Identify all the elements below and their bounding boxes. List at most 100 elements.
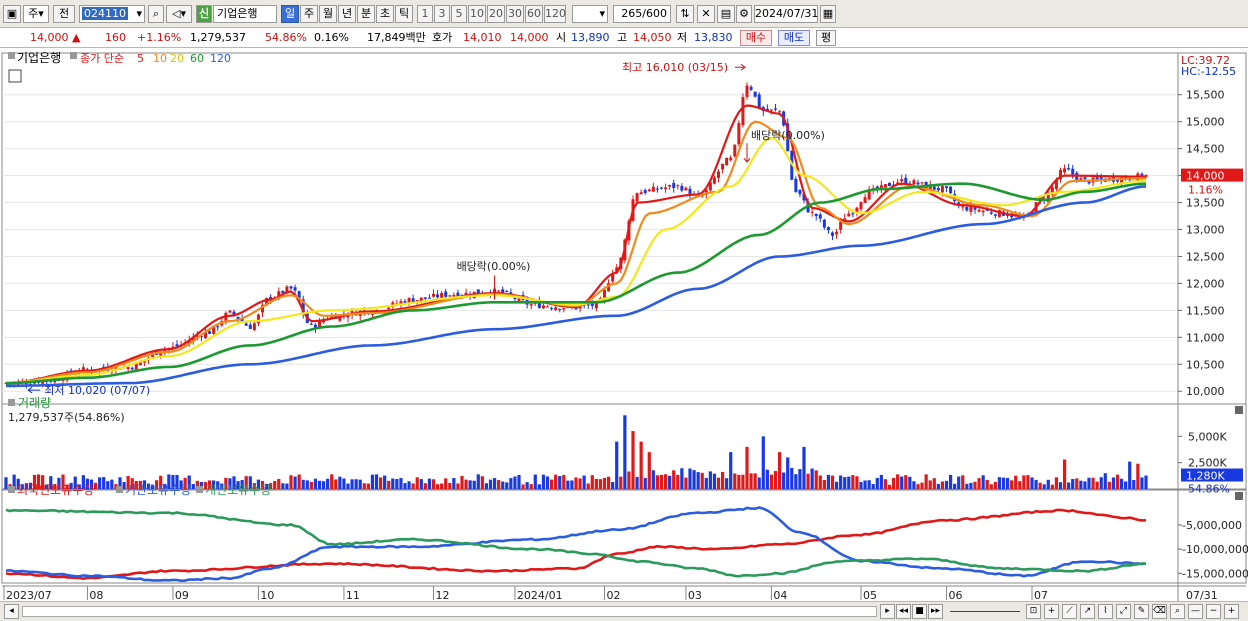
interval-tab[interactable]: 3 <box>434 5 450 23</box>
candle-body <box>896 182 900 184</box>
volume-bar <box>529 484 533 489</box>
volume-bar <box>1091 477 1095 489</box>
tool-fibo-icon[interactable]: ⌇ <box>1098 604 1113 619</box>
calendar-icon[interactable]: ▦ <box>820 5 836 23</box>
candle-body <box>277 291 281 297</box>
market-select[interactable]: 주▾ <box>23 5 49 23</box>
current-price-tag-label: 14,000 <box>1186 170 1225 183</box>
tool-text-icon[interactable]: ✎ <box>1134 604 1149 619</box>
volume-bar <box>480 476 484 489</box>
candle-body <box>664 187 668 190</box>
interval-tab[interactable]: 30 <box>506 5 524 23</box>
search-icon[interactable]: ⌕ <box>148 5 164 23</box>
gear-icon[interactable]: ⚙ <box>736 5 752 23</box>
volume-bar <box>509 478 513 489</box>
interval-tab[interactable]: 5 <box>451 5 467 23</box>
count-input[interactable]: 265/600 <box>613 5 671 23</box>
tool-line-icon[interactable]: ⟋ <box>1062 604 1077 619</box>
candle-body <box>232 311 236 315</box>
zoom-fit-icon[interactable]: ⊡ <box>1026 604 1041 619</box>
candle-body <box>607 283 611 292</box>
candle-body <box>672 182 676 188</box>
tool-trend-icon[interactable]: ↗ <box>1080 604 1095 619</box>
window-icon[interactable]: ▣ <box>3 5 21 23</box>
volume-bar <box>875 477 879 489</box>
volume-bar <box>655 475 660 489</box>
tool-erase-icon[interactable]: ⌫ <box>1152 604 1167 619</box>
high-label: 고 <box>617 31 628 44</box>
prev-button[interactable]: 전 <box>53 5 75 23</box>
candle-body <box>961 206 965 208</box>
interval-tab[interactable]: 20 <box>487 5 505 23</box>
rewind-icon[interactable]: ◂◂ <box>896 604 911 619</box>
y-tick-label: 12,500 <box>1186 250 1225 263</box>
ma-line-20 <box>6 136 1147 385</box>
minus-icon[interactable]: — <box>1188 604 1203 619</box>
period-tab[interactable]: 분 <box>357 5 375 23</box>
status-bar: ◂ ▸ ◂◂ ■ ▸▸ ⊡ + ⟋ ↗ ⌇ ⤢ ✎ ⌫ ⌕ — − + <box>0 601 1248 621</box>
interval-tab[interactable]: 10 <box>468 5 486 23</box>
volume-bar <box>940 481 945 489</box>
period-tab[interactable]: 년 <box>338 5 356 23</box>
candle-body <box>635 193 639 202</box>
interval-tab[interactable]: 120 <box>544 5 566 23</box>
grid-toggle-icon[interactable] <box>8 69 22 83</box>
date-input[interactable]: 2024/07/31 <box>754 5 818 23</box>
zoom-in-icon[interactable]: + <box>1224 604 1239 619</box>
play-icon[interactable]: ▸ <box>880 604 895 619</box>
tool-arrow-icon[interactable]: ⤢ <box>1116 604 1131 619</box>
volume-bar <box>216 481 220 489</box>
scrollbar-track[interactable] <box>22 606 877 617</box>
volume-bar <box>118 477 122 489</box>
save-icon[interactable]: ▤ <box>717 5 735 23</box>
stop-icon[interactable]: ■ <box>912 604 927 619</box>
tool-cross-icon[interactable]: + <box>1044 604 1059 619</box>
stock-chart[interactable]: 10,000 10,500 11,000 11,500 12,000 12,500 13,0… <box>0 48 1248 602</box>
period-tab[interactable]: 월 <box>319 5 337 23</box>
zoom-slider[interactable] <box>950 611 1020 612</box>
candle-body <box>586 304 590 306</box>
volume-bar <box>606 476 611 489</box>
buy-button[interactable]: 매수 <box>740 30 772 46</box>
volume-bar <box>957 476 961 489</box>
scroll-left-icon[interactable]: ◂ <box>4 604 19 619</box>
volume-bar <box>220 483 224 489</box>
interval-select[interactable]: ▾ <box>572 5 608 23</box>
candle-body <box>969 205 973 212</box>
volume-bar <box>305 480 309 489</box>
volume-bar <box>847 476 851 489</box>
close-icon[interactable] <box>1235 492 1243 500</box>
volume-bar <box>651 470 655 489</box>
lc-label: LC:39.72 <box>1181 54 1230 67</box>
candle-body <box>953 194 957 202</box>
volume-bar <box>419 479 423 489</box>
period-tab[interactable]: 틱 <box>395 5 413 23</box>
zoom-out-icon[interactable]: − <box>1206 604 1221 619</box>
sell-button[interactable]: 매도 <box>778 30 810 46</box>
current-price-tag <box>1181 168 1243 182</box>
x-tick-label: 11 <box>346 589 360 601</box>
interval-tab[interactable]: 60 <box>525 5 543 23</box>
candle-body <box>1067 168 1071 170</box>
period-tab[interactable]: 일 <box>281 5 299 23</box>
speaker-icon[interactable]: ◁▾ <box>166 5 192 23</box>
chevron-down-icon[interactable]: ▾ <box>136 7 142 20</box>
eval-button[interactable]: 평 <box>816 30 836 46</box>
tool-icon[interactable]: ✕ <box>697 5 715 23</box>
forward-icon[interactable]: ▸▸ <box>928 604 943 619</box>
code-input[interactable]: 024110 ▾ <box>79 5 145 23</box>
period-tab[interactable]: 초 <box>376 5 394 23</box>
period-tab[interactable]: 주 <box>300 5 318 23</box>
candle-body <box>932 186 936 190</box>
compare-icon[interactable]: ⇅ <box>676 5 694 23</box>
candle-body <box>985 209 989 211</box>
volume-bar <box>187 475 191 489</box>
candle-body <box>171 346 175 348</box>
magnify-icon[interactable]: ⌕ <box>1170 604 1185 619</box>
volume-bar <box>232 476 236 489</box>
close-icon[interactable] <box>1235 406 1243 414</box>
candle-body <box>725 157 729 166</box>
interval-tab[interactable]: 1 <box>417 5 433 23</box>
volume-bar <box>293 476 297 489</box>
volume-bar <box>179 480 183 489</box>
